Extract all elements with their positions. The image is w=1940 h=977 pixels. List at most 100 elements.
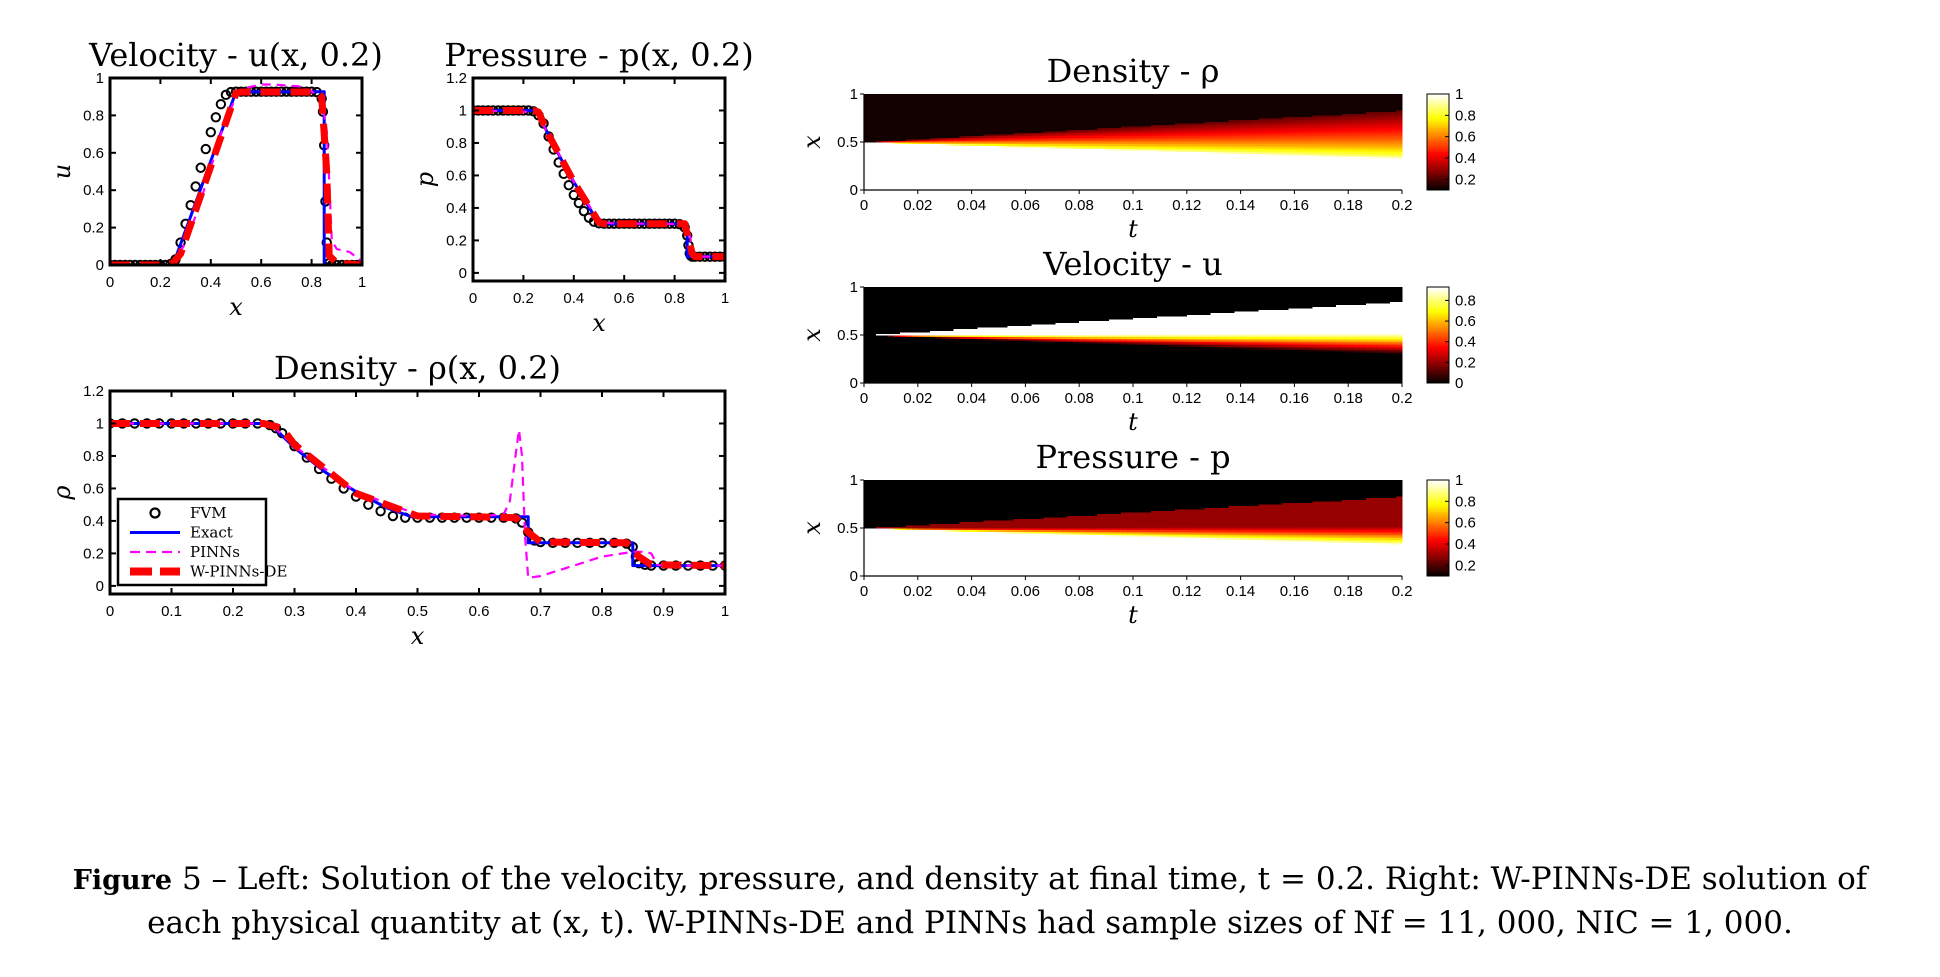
heatmap-cell (911, 170, 919, 173)
heatmap-cell (1031, 129, 1038, 132)
heatmap-cell (941, 148, 949, 151)
heatmap-cell (965, 116, 973, 119)
heatmap-cell (1073, 103, 1080, 106)
heatmap-cell (977, 132, 985, 135)
heatmap-cell (1085, 126, 1092, 129)
heatmap-cell (1115, 166, 1122, 169)
heatmap-cell (1019, 121, 1026, 124)
heatmap-cell (893, 170, 901, 173)
heatmap-cell (1031, 116, 1038, 119)
heatmap-cell (923, 169, 931, 172)
heatmap-cell (917, 106, 925, 109)
heatmap-cell (923, 94, 931, 97)
heatmap-cell (977, 146, 985, 149)
heatmap-cell (1097, 110, 1104, 113)
heatmap-cell (1067, 159, 1074, 162)
heatmap-cell (971, 102, 979, 105)
heatmap-cell (965, 105, 973, 108)
heatmap-cell (1031, 143, 1038, 146)
heatmap-cell (977, 164, 985, 167)
heatmap-cell (977, 103, 985, 106)
heatmap-cell (1055, 110, 1062, 113)
heatmap-cell (1103, 174, 1110, 177)
heatmap-cell (1025, 121, 1032, 124)
heatmap-cell (1091, 145, 1098, 148)
heatmap-cell (983, 110, 991, 113)
heatmap-cell (971, 103, 979, 106)
heatmap-cell (989, 111, 997, 114)
heatmap-cell (881, 175, 889, 178)
heatmap-cell (995, 119, 1003, 122)
heatmap-cell (911, 145, 919, 148)
heatmap-cell (923, 114, 931, 117)
heatmap-cell (1073, 170, 1080, 173)
y-tick-label: 0 (459, 265, 467, 282)
heatmap-cell (977, 100, 985, 103)
heatmap-cell (887, 111, 895, 114)
heatmap-cell (1109, 119, 1116, 122)
heatmap-cell (1079, 172, 1086, 175)
heatmap-cell (1031, 126, 1038, 129)
heatmap-cell (1001, 113, 1009, 116)
heatmap-cell (887, 121, 895, 124)
y-axis-label: p (411, 172, 439, 187)
heatmap-cell (1007, 174, 1015, 177)
heatmap-cell (1073, 142, 1080, 145)
heatmap-cell (911, 164, 919, 167)
heatmap-cell (881, 130, 889, 133)
heatmap-cell (1067, 161, 1074, 164)
heatmap-cell (989, 186, 997, 189)
heatmap-cell (899, 172, 907, 175)
heatmap-cell (893, 106, 901, 109)
heatmap-cell (1103, 156, 1110, 159)
heatmap-cell (983, 167, 991, 170)
heatmap-cell (1013, 166, 1021, 169)
heatmap-cell (1103, 170, 1110, 173)
heatmap-cell (1019, 153, 1026, 156)
heatmap-cell (953, 137, 961, 140)
heatmap-cell (899, 143, 907, 146)
heatmap-cell (1061, 94, 1068, 97)
heatmap-cell (1001, 114, 1009, 117)
heatmap-cell (1067, 132, 1074, 135)
x-tick-label: 1 (721, 290, 729, 307)
heatmap-cell (1025, 111, 1032, 114)
heatmap-cell (989, 113, 997, 116)
heatmap-cell (1031, 110, 1038, 113)
heatmap-cell (1061, 121, 1068, 124)
heatmap-cell (983, 132, 991, 135)
heatmap-cell (941, 145, 949, 148)
heatmap-cell (941, 95, 949, 98)
heatmap-cell (1025, 174, 1032, 177)
heatmap-cell (989, 183, 997, 186)
heatmap-cell (899, 111, 907, 114)
heatmap-cell (995, 124, 1003, 127)
heatmap-cell (899, 137, 907, 140)
heatmap-cell (995, 140, 1003, 143)
heatmap-cell (1037, 137, 1044, 140)
heatmap-cell (1210, 94, 1218, 97)
heatmap-cell (1061, 169, 1068, 172)
heatmap-cell (1091, 103, 1098, 106)
heatmap-cell (899, 130, 907, 133)
heatmap-cell (941, 180, 949, 183)
heatmap-cell (935, 180, 943, 183)
heatmap-cell (923, 159, 931, 162)
heatmap-cell (1085, 105, 1092, 108)
heatmap-cell (1037, 180, 1044, 183)
heatmap-cell (977, 126, 985, 129)
heatmap-cell (995, 135, 1003, 138)
heatmap-cell (875, 97, 883, 100)
x-tick-label: 0.4 (200, 274, 221, 291)
heatmap-cell (1037, 146, 1044, 149)
heatmap-cell (887, 140, 895, 143)
heatmap-cell (1013, 175, 1021, 178)
heatmap-cell (1079, 98, 1086, 101)
heatmap-cell (983, 161, 991, 164)
heatmap-cell (1019, 185, 1026, 188)
heatmap-cell (1079, 124, 1086, 127)
heatmap-cell (959, 114, 967, 117)
heatmap-cell (965, 154, 973, 157)
heatmap-cell (1007, 95, 1015, 98)
